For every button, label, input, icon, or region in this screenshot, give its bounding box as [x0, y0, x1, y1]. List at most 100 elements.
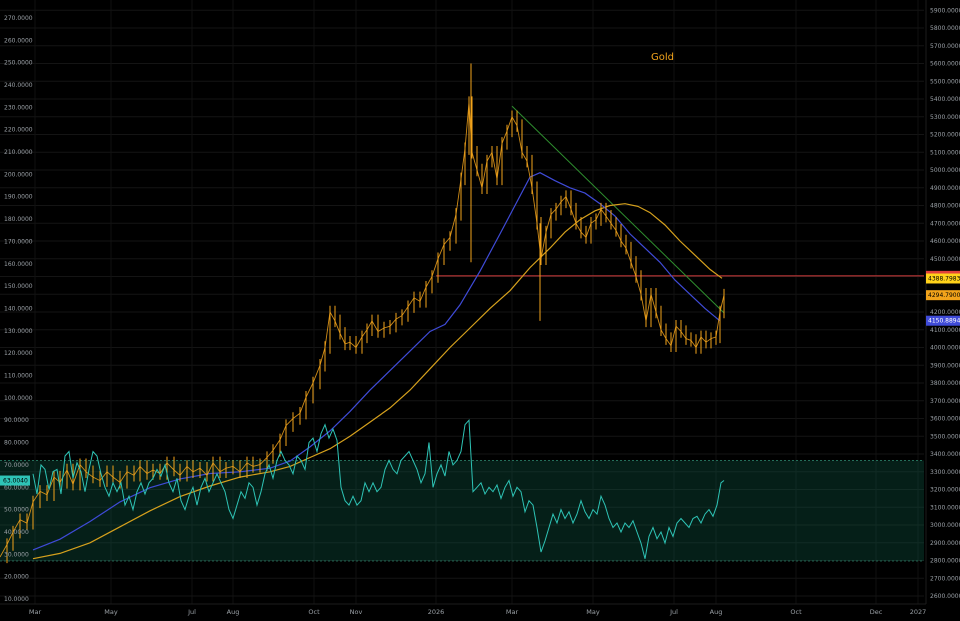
y-right-tick-label: 5000.0000: [930, 167, 960, 174]
x-tick-label: 2026: [428, 608, 445, 616]
y-left-tick-label: 110.0000: [4, 373, 33, 380]
x-tick-label: Aug: [227, 608, 240, 616]
x-tick-label: Mar: [29, 608, 42, 616]
y-right-tick-label: 2600.0000: [930, 593, 960, 600]
y-right-tick-label: 5900.0000: [930, 7, 960, 14]
y-right-tick-label: 4000.0000: [930, 345, 960, 352]
x-tick-label: Oct: [308, 608, 320, 616]
x-tick-label: Jul: [669, 608, 678, 616]
y-left-tick-label: 60.0000: [4, 484, 29, 491]
y-right-tick-label: 5300.0000: [930, 114, 960, 121]
y-right-tick-label: 5200.0000: [930, 132, 960, 139]
y-left-tick-label: 100.0000: [4, 395, 33, 402]
y-right-tick-label: 4600.0000: [930, 238, 960, 245]
y-right-tick-label: 3400.0000: [930, 451, 960, 458]
y-left-tick-label: 210.0000: [4, 149, 33, 156]
y-right-tick-label: 3700.0000: [930, 398, 960, 405]
y-right-tick-label: 5100.0000: [930, 149, 960, 156]
x-tick-label: Jul: [187, 608, 196, 616]
y-right-tick-label: 4200.0000: [930, 309, 960, 316]
y-right-tick-label: 3500.0000: [930, 433, 960, 440]
x-tick-label: Mar: [506, 608, 519, 616]
price-badge: 4150.8894: [926, 315, 960, 326]
downtrend-line: [511, 105, 725, 314]
y-right-tick-label: 2800.0000: [930, 558, 960, 565]
y-right-tick-label: 3000.0000: [930, 522, 960, 529]
y-left-tick-label: 230.0000: [4, 104, 33, 111]
oscillator-badge: 63.0040: [0, 475, 30, 486]
y-left-tick-label: 20.0000: [4, 574, 29, 581]
y-left-tick-label: 240.0000: [4, 82, 33, 89]
y-left-tick-label: 250.0000: [4, 60, 33, 67]
price-badge-label: 4150.8894: [928, 318, 960, 325]
chart-title: Gold: [651, 52, 674, 63]
x-tick-label: Nov: [350, 608, 363, 616]
y-right-tick-label: 3600.0000: [930, 416, 960, 423]
y-right-tick-label: 4800.0000: [930, 203, 960, 210]
badges-layer: 4403.69144388.79834294.79004150.889463.0…: [0, 270, 960, 486]
price-badge: 4294.7900: [926, 290, 960, 301]
y-left-tick-label: 150.0000: [4, 283, 33, 290]
oscillator-line: [32, 418, 725, 559]
price-badge-bg: [926, 273, 960, 284]
y-left-tick-label: 260.0000: [4, 37, 33, 44]
y-left-tick-label: 220.0000: [4, 127, 33, 134]
y-left-tick-label: 120.0000: [4, 350, 33, 357]
oscillator-badge-label: 63.0040: [3, 478, 28, 485]
y-left-tick-label: 270.0000: [4, 15, 33, 22]
y-left-tick-label: 70.0000: [4, 462, 29, 469]
y-right-tick-label: 4500.0000: [930, 256, 960, 263]
price-line: [0, 102, 725, 558]
oscillator-layer: [32, 418, 725, 559]
x-tick-label: 2027: [910, 608, 927, 616]
oscillator-badge-bg: [0, 475, 30, 486]
y-left-tick-label: 170.0000: [4, 238, 33, 245]
y-right-tick-label: 3200.0000: [930, 487, 960, 494]
y-right-tick-label: 4100.0000: [930, 327, 960, 334]
y-right-tick-label: 3100.0000: [930, 504, 960, 511]
y-right-tick-label: 4700.0000: [930, 220, 960, 227]
grid-layer: [0, 0, 924, 604]
x-tick-label: Aug: [710, 608, 723, 616]
y-right-tick-label: 2900.0000: [930, 540, 960, 547]
y-left-tick-label: 30.0000: [4, 551, 29, 558]
price-layer: [0, 63, 725, 564]
price-badge-bg: [926, 290, 960, 301]
y-right-tick-label: 5700.0000: [930, 43, 960, 50]
y-left-tick-label: 50.0000: [4, 507, 29, 514]
price-badge-label: 4294.7900: [928, 292, 960, 299]
y-left-tick-label: 80.0000: [4, 440, 29, 447]
x-tick-label: May: [104, 608, 118, 616]
trendline-layer: [511, 105, 725, 314]
y-right-tick-label: 5800.0000: [930, 25, 960, 32]
moving-average-fast-line: [32, 172, 721, 551]
y-left-tick-label: 200.0000: [4, 171, 33, 178]
y-right-tick-label: 4900.0000: [930, 185, 960, 192]
oscillator-band: [0, 460, 924, 562]
y-left-tick-label: 40.0000: [4, 529, 29, 536]
y-left-tick-label: 90.0000: [4, 417, 29, 424]
y-left-tick-label: 140.0000: [4, 305, 33, 312]
y-right-tick-label: 2700.0000: [930, 575, 960, 582]
y-left-tick-label: 10.0000: [4, 596, 29, 603]
y-right-tick-label: 5500.0000: [930, 78, 960, 85]
x-tick-label: May: [586, 608, 600, 616]
oscillator-band-fill: [0, 460, 924, 562]
price-badge: 4388.7983: [926, 273, 960, 284]
y-left-tick-label: 180.0000: [4, 216, 33, 223]
x-tick-label: Dec: [870, 608, 883, 616]
y-left-tick-label: 190.0000: [4, 194, 33, 201]
price-badge-label: 4388.7983: [928, 275, 960, 282]
y-right-tick-label: 3300.0000: [930, 469, 960, 476]
y-right-tick-label: 5600.0000: [930, 61, 960, 68]
y-right-tick-label: 3800.0000: [930, 380, 960, 387]
x-tick-label: Oct: [790, 608, 802, 616]
price-badge-bg: [926, 315, 960, 326]
y-left-tick-label: 130.0000: [4, 328, 33, 335]
y-right-tick-label: 3900.0000: [930, 362, 960, 369]
y-left-tick-label: 160.0000: [4, 261, 33, 268]
